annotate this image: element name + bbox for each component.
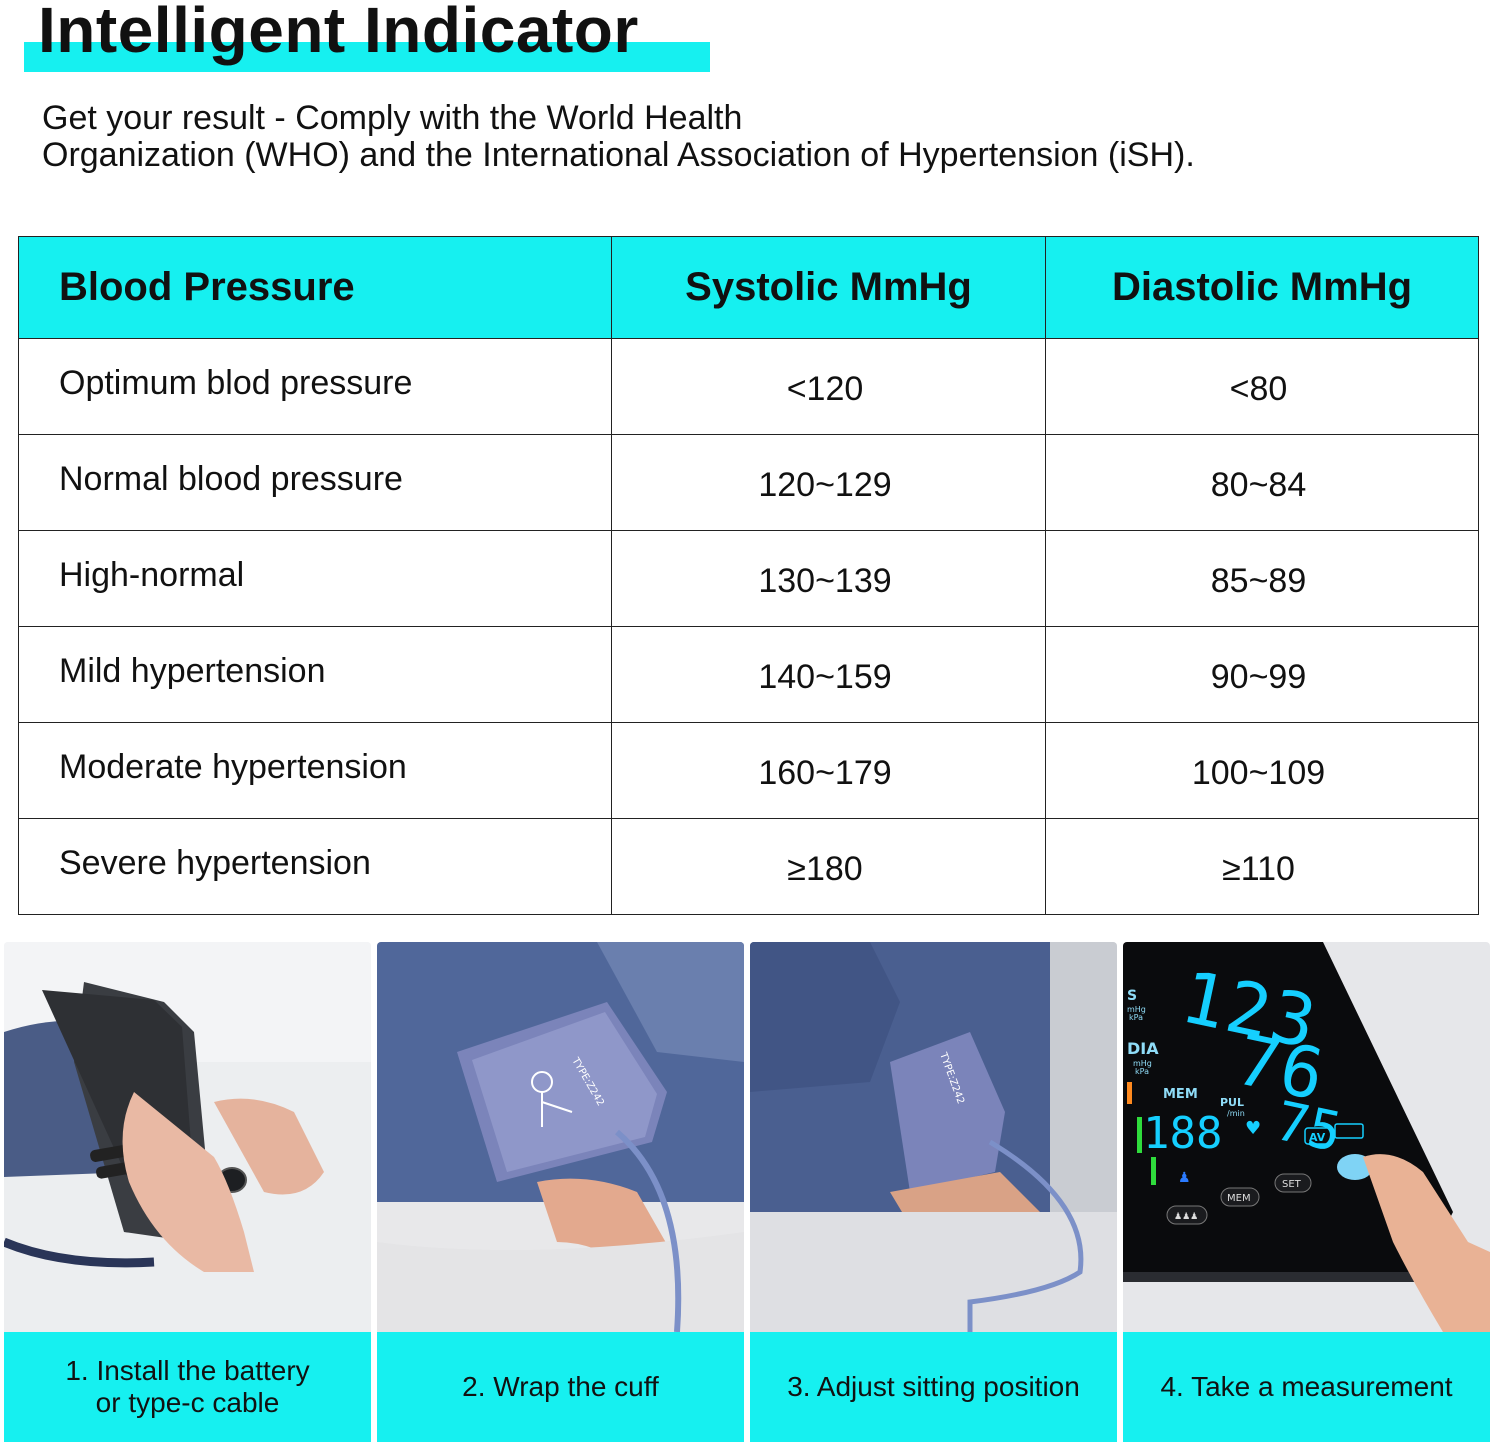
step-1-caption-line-1: 1. Install the battery <box>65 1355 310 1386</box>
row-category: Mild hypertension <box>18 626 612 723</box>
step-2-caption-line-1: 2. Wrap the cuff <box>462 1371 659 1402</box>
set-button-label: SET <box>1282 1179 1302 1190</box>
row-category: Moderate hypertension <box>18 722 612 819</box>
mem-label: MEM <box>1163 1087 1198 1102</box>
finger <box>1363 1154 1490 1332</box>
subtitle-line-2: Organization (WHO) and the International… <box>42 136 1195 174</box>
step-2-card: TYPE:Z242 2. Wrap the cuff <box>377 942 744 1442</box>
start-button[interactable] <box>1337 1154 1373 1180</box>
blood-pressure-table: Blood Pressure Systolic MmHg Diastolic M… <box>18 236 1479 915</box>
row-diastolic: <80 <box>1045 338 1479 435</box>
pulse-reading: 75 <box>1270 1089 1347 1164</box>
step-2-photo: TYPE:Z242 <box>377 942 744 1332</box>
row-category: Normal blood pressure <box>18 434 612 531</box>
table-row: Severe hypertension ≥180 ≥110 <box>18 818 1479 915</box>
table-row: Moderate hypertension 160~179 100~109 <box>18 722 1479 819</box>
step-3-card: TYPE:Z242 3. Adjust sitting position <box>750 942 1117 1442</box>
step-4-photo: S mHg kPa 123 DIA mHg kPa 76 MEM 75 188 … <box>1123 942 1490 1332</box>
step-1-caption-line-2: or type-c cable <box>95 1387 280 1418</box>
table-row: Normal blood pressure 120~129 80~84 <box>18 434 1479 531</box>
row-diastolic: 85~89 <box>1045 530 1479 627</box>
subtitle-line-1: Get your result - Comply with the World … <box>42 99 743 137</box>
row-diastolic: 100~109 <box>1045 722 1479 819</box>
sys-unit-mmhg: mHg <box>1127 1005 1146 1014</box>
step-1-caption: 1. Install the battery or type-c cable <box>4 1332 371 1442</box>
mem-button[interactable] <box>1220 1187 1260 1207</box>
column-header-diastolic: Diastolic MmHg <box>1045 236 1479 339</box>
mem-button-label: MEM <box>1227 1193 1251 1204</box>
av-indicator-box <box>1304 1127 1332 1145</box>
step-1-photo <box>4 942 371 1332</box>
dia-label: DIA <box>1127 1039 1159 1058</box>
step-4-caption-line-1: 4. Take a measurement <box>1160 1371 1453 1402</box>
row-category: High-normal <box>18 530 612 627</box>
row-systolic: 160~179 <box>611 722 1046 819</box>
title-highlight-bar <box>24 42 710 72</box>
sys-unit-kpa: kPa <box>1129 1013 1143 1022</box>
dia-reading: 76 <box>1229 1018 1332 1117</box>
pul-label: PUL <box>1220 1096 1244 1109</box>
users-button-icon: ♟♟♟ <box>1174 1212 1198 1222</box>
row-category: Severe hypertension <box>18 818 612 915</box>
steps-strip: 1. Install the battery or type-c cable T… <box>4 942 1490 1442</box>
level-bar-green <box>1137 1117 1142 1153</box>
title-block: Intelligent Indicator <box>24 0 710 74</box>
level-bar-green-2 <box>1151 1157 1156 1185</box>
step-1-card: 1. Install the battery or type-c cable <box>4 942 371 1442</box>
subtitle: Get your result - Comply with the World … <box>42 100 1195 174</box>
step-4-caption: 4. Take a measurement <box>1123 1332 1490 1442</box>
table-row: Optimum blod pressure <120 <80 <box>18 338 1479 435</box>
dia-unit-mmhg: mHg <box>1133 1059 1152 1068</box>
sys-label: S <box>1127 988 1137 1004</box>
column-header-systolic: Systolic MmHg <box>611 236 1046 339</box>
level-bar-orange <box>1127 1082 1132 1104</box>
step-2-caption: 2. Wrap the cuff <box>377 1332 744 1442</box>
row-diastolic: 90~99 <box>1045 626 1479 723</box>
row-diastolic: 80~84 <box>1045 434 1479 531</box>
page-title: Intelligent Indicator <box>38 0 639 66</box>
battery-icon <box>1334 1123 1364 1139</box>
mem-reading: 188 <box>1143 1108 1222 1159</box>
row-category: Optimum blod pressure <box>18 338 612 435</box>
users-button[interactable] <box>1166 1205 1208 1225</box>
step-3-caption-line-1: 3. Adjust sitting position <box>787 1371 1080 1402</box>
table-row: Mild hypertension 140~159 90~99 <box>18 626 1479 723</box>
dia-unit-kpa: kPa <box>1135 1067 1149 1076</box>
table-row: High-normal 130~139 85~89 <box>18 530 1479 627</box>
per-min-label: /min <box>1227 1109 1245 1118</box>
step-3-photo: TYPE:Z242 <box>750 942 1117 1332</box>
user-icon: ♟ <box>1178 1170 1191 1186</box>
table-header-row: Blood Pressure Systolic MmHg Diastolic M… <box>18 236 1479 339</box>
row-systolic: 140~159 <box>611 626 1046 723</box>
step-3-caption: 3. Adjust sitting position <box>750 1332 1117 1442</box>
column-header-category: Blood Pressure <box>18 236 612 339</box>
step-4-card: S mHg kPa 123 DIA mHg kPa 76 MEM 75 188 … <box>1123 942 1490 1442</box>
row-systolic: <120 <box>611 338 1046 435</box>
heart-icon: ♥ <box>1245 1118 1261 1139</box>
row-systolic: 120~129 <box>611 434 1046 531</box>
row-diastolic: ≥110 <box>1045 818 1479 915</box>
row-systolic: ≥180 <box>611 818 1046 915</box>
set-button[interactable] <box>1274 1173 1312 1193</box>
av-label: AV <box>1309 1131 1326 1144</box>
row-systolic: 130~139 <box>611 530 1046 627</box>
